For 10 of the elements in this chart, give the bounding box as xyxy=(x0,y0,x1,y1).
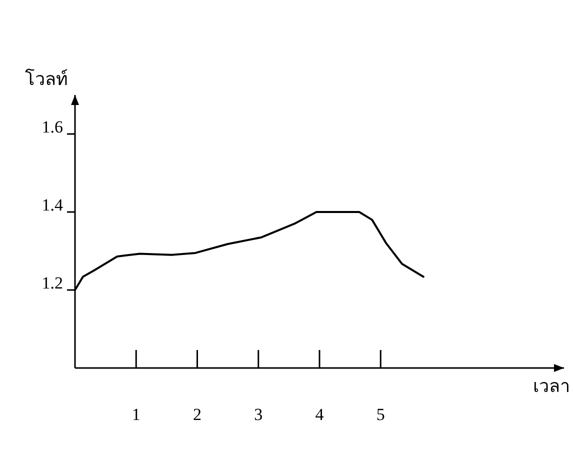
x-tick-label: 2 xyxy=(193,405,202,424)
y-tick-label: 1.2 xyxy=(42,273,63,292)
x-tick-label: 3 xyxy=(254,405,263,424)
x-tick-label: 5 xyxy=(376,405,385,424)
x-tick-label: 4 xyxy=(315,405,324,424)
y-axis-title: โวลท์ xyxy=(25,68,68,89)
x-axis-title: เวลา xyxy=(533,376,570,396)
y-tick-label: 1.6 xyxy=(42,117,63,136)
y-tick-label: 1.4 xyxy=(42,195,64,214)
x-tick-label: 1 xyxy=(132,405,140,424)
